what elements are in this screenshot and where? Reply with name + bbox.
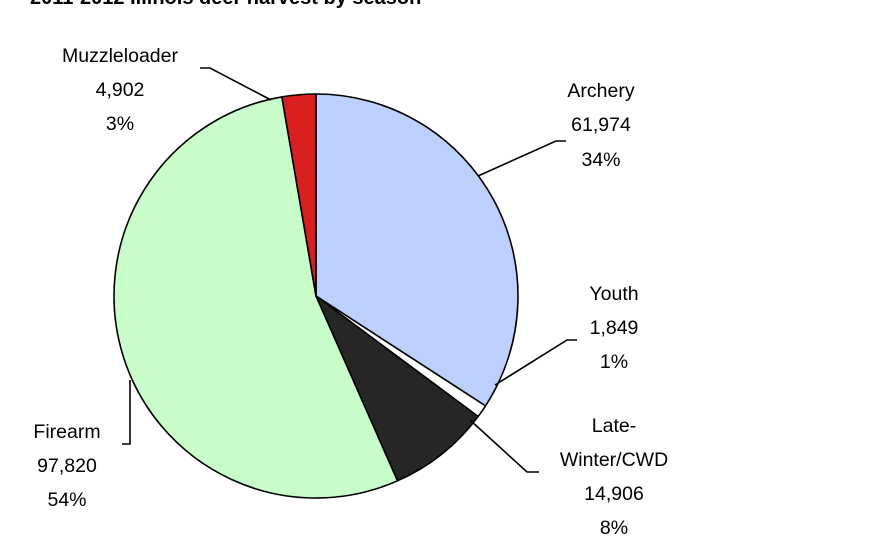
leader-lines xyxy=(122,67,577,473)
slice-label-youth-name: Youth xyxy=(589,283,638,305)
slice-label-archery-value: 61,974 xyxy=(571,114,631,136)
pie-slice-late-winter-cwd xyxy=(315,295,479,482)
leader-line-late-winter-cwd xyxy=(469,419,539,473)
slice-label-late-winter-cwd-value: 14,906 xyxy=(584,483,644,505)
pie-slice-muzzleloader xyxy=(281,93,317,297)
leader-line-youth xyxy=(494,339,577,386)
slice-label-archery-name: Archery xyxy=(567,80,634,102)
slice-label-firearm-percent: 54% xyxy=(47,489,86,511)
pie-slice-firearm xyxy=(113,96,399,499)
slice-label-firearm-name: Firearm xyxy=(33,421,100,443)
slice-label-firearm-value: 97,820 xyxy=(37,455,97,477)
slice-label-muzzleloader-name: Muzzleloader xyxy=(62,45,178,67)
slice-label-youth-value: 1,849 xyxy=(590,317,639,339)
slice-label-archery-percent: 34% xyxy=(581,149,620,171)
slice-label-youth-percent: 1% xyxy=(600,351,628,373)
slice-label-muzzleloader-value: 4,902 xyxy=(96,79,145,101)
slice-label-late-winter-cwd-percent: 8% xyxy=(600,517,628,539)
chart-title: 2011-2012 Illinois deer harvest by seaso… xyxy=(30,0,421,10)
slice-labels: Archery 61,974 34% Youth 1,849 1% Late- Winter/… xyxy=(33,45,668,539)
pie-slices xyxy=(113,93,519,499)
leader-line-muzzleloader xyxy=(200,67,272,101)
leader-line-archery xyxy=(477,140,566,177)
slice-label-late-winter-cwd-name: Late- xyxy=(592,415,636,437)
slice-label-late-winter-cwd-name: Winter/CWD xyxy=(560,449,668,471)
slice-label-muzzleloader-percent: 3% xyxy=(106,113,134,135)
leader-line-firearm xyxy=(122,380,131,445)
